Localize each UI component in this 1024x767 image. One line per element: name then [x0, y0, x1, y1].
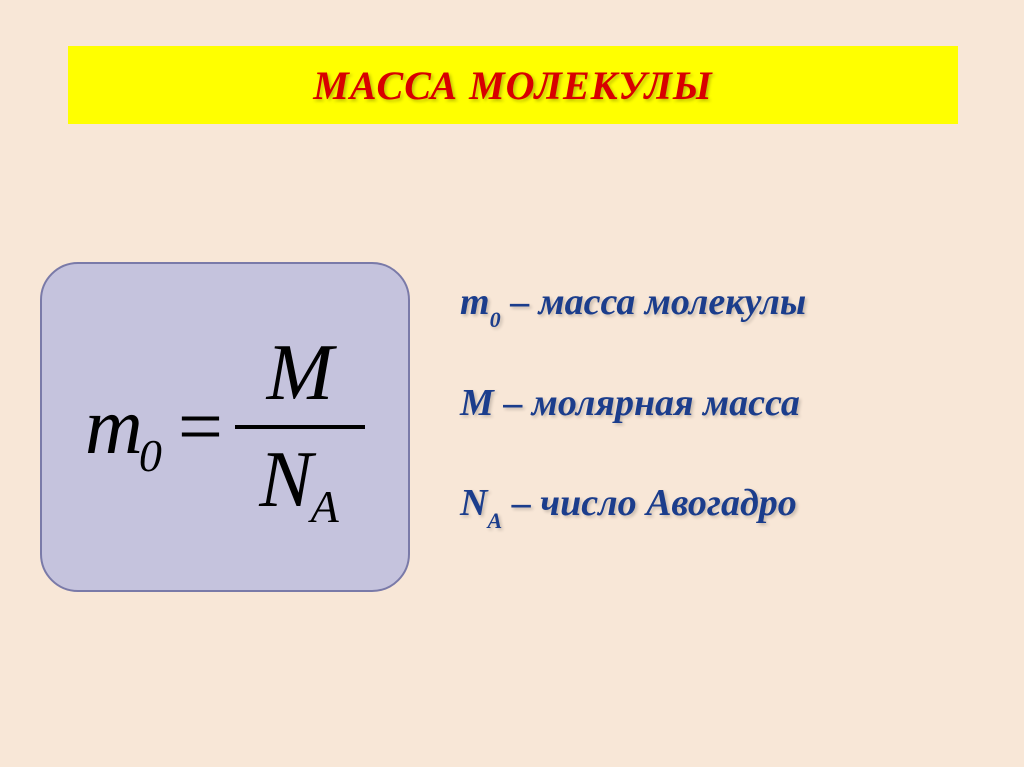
legend-desc: масса молекулы: [539, 281, 807, 323]
formula-numerator: M: [267, 328, 334, 419]
legend-item-NA: NA – число Авогадро: [460, 481, 1000, 530]
formula-denom-sub: A: [311, 480, 339, 533]
formula-fraction: M N A: [235, 328, 365, 526]
formula-denominator: N A: [259, 435, 340, 526]
formula-lhs-var: m: [85, 382, 143, 473]
legend-item-m0: m0 – масса молекулы: [460, 280, 1000, 329]
legend-dash: –: [512, 482, 541, 524]
legend-dash: –: [510, 281, 539, 323]
page-title: МАССА МОЛЕКУЛЫ: [313, 62, 712, 109]
formula: m 0 = M N A: [85, 328, 365, 526]
legend-item-M: M – молярная масса: [460, 381, 1000, 430]
legend-desc: молярная масса: [532, 382, 800, 424]
legend-desc: число Авогадро: [540, 482, 797, 524]
title-banner: МАССА МОЛЕКУЛЫ: [68, 46, 958, 124]
formula-lhs: m 0: [85, 382, 166, 473]
legend: m0 – масса молекулы M – молярная масса N…: [460, 280, 1000, 582]
formula-denom-var: N: [259, 435, 312, 526]
legend-sub: A: [487, 508, 502, 533]
formula-lhs-sub: 0: [139, 429, 162, 482]
formula-box: m 0 = M N A: [40, 262, 410, 592]
legend-symbol: N: [460, 482, 487, 524]
formula-equals: =: [178, 382, 223, 473]
legend-sub: 0: [490, 307, 501, 332]
legend-symbol: M: [460, 382, 494, 424]
fraction-line: [235, 425, 365, 429]
legend-dash: –: [503, 382, 532, 424]
legend-symbol: m: [460, 281, 490, 323]
